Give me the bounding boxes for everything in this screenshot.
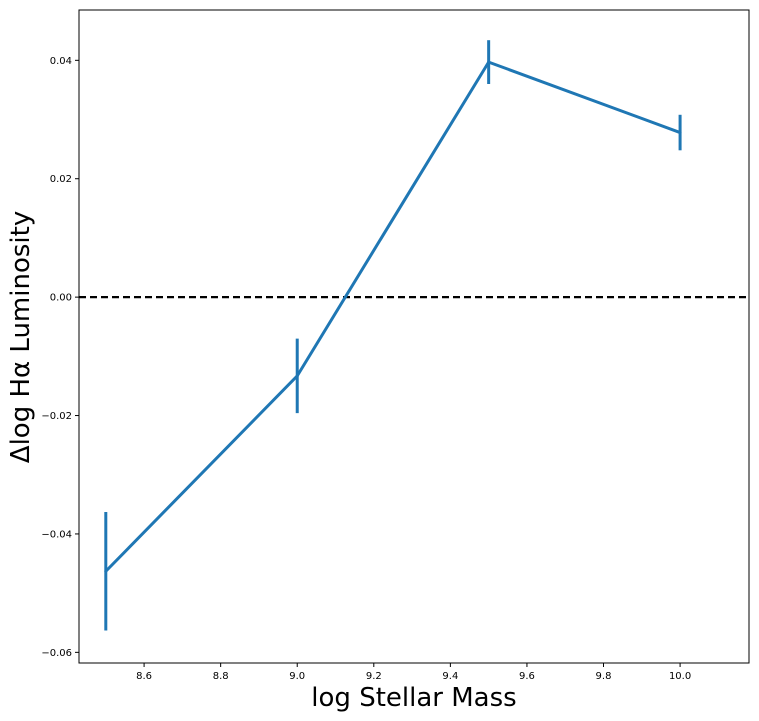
y-tick-label: −0.06: [41, 648, 72, 659]
plot-frame: [78, 9, 750, 664]
x-tick-label: 9.6: [519, 671, 535, 682]
x-tick-label: 8.8: [213, 671, 229, 682]
x-tick-label: 9.0: [289, 671, 305, 682]
y-tick-label: 0.02: [50, 174, 72, 185]
y-axis-ticks: −0.06 −0.04 −0.02 0.00 0.02 0.04: [41, 56, 79, 659]
x-tick-label: 9.2: [366, 671, 382, 682]
y-tick-label: 0.00: [50, 293, 72, 304]
plot-area: [78, 9, 750, 664]
x-tick-label: 8.6: [136, 671, 152, 682]
x-tick-label: 10.0: [669, 671, 691, 682]
data-point: [104, 569, 108, 573]
x-axis-ticks: 8.6 8.8 9.0 9.2 9.4 9.6 9.8 10.0: [136, 663, 691, 682]
data-point: [295, 374, 299, 378]
series-line-0: [104, 60, 681, 573]
y-axis-label: Δlog Hα Luminosity: [6, 211, 36, 463]
y-tick-label: 0.04: [50, 56, 72, 67]
x-tick-label: 9.4: [442, 671, 458, 682]
x-axis-label: log Stellar Mass: [311, 683, 516, 713]
data-point: [487, 60, 491, 64]
y-tick-label: −0.02: [41, 411, 72, 422]
x-tick-label: 9.8: [596, 671, 612, 682]
y-tick-label: −0.04: [41, 529, 72, 540]
data-point: [678, 131, 682, 135]
